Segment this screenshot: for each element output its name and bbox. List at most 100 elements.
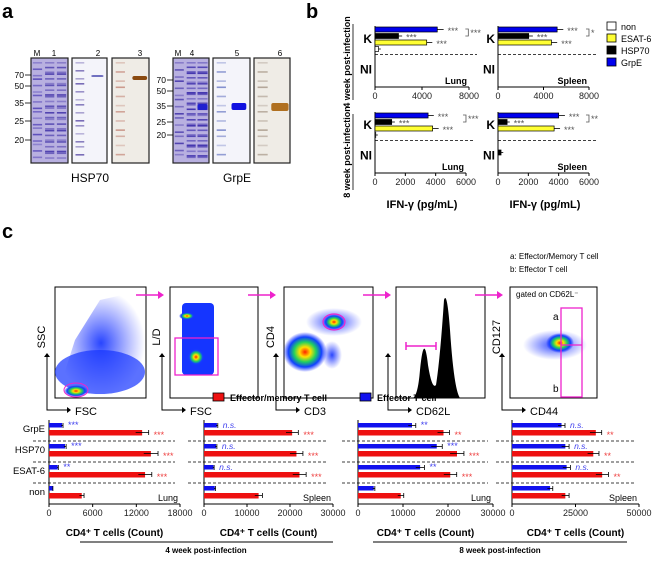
- significance-label: ***: [468, 114, 479, 124]
- significance-label: ***: [436, 39, 447, 49]
- gel-band: [186, 102, 196, 105]
- significance-label: ***: [469, 451, 480, 461]
- chart-title: Lung: [442, 162, 464, 172]
- gel-band: [174, 98, 184, 101]
- timepoint-label-4wk: 4 week post-infection: [165, 546, 246, 555]
- gel-band: [197, 93, 208, 96]
- gel-band: [257, 80, 268, 82]
- arrow-head-icon: [159, 353, 165, 357]
- gel-marker-label: 50: [15, 81, 25, 91]
- gel-band: [115, 135, 125, 138]
- gel-band: [186, 146, 196, 148]
- bar-effector: [204, 486, 215, 491]
- x-tick-label: 0: [495, 177, 500, 187]
- gel-band: [56, 89, 67, 91]
- gel-band: [45, 62, 55, 64]
- gel-lane-label: M: [175, 49, 182, 58]
- bar-effector-memory: [358, 430, 444, 436]
- bar-effector: [204, 423, 217, 428]
- arrow-head-icon: [273, 353, 279, 357]
- gel-band: [75, 78, 85, 80]
- x-tick-label: 4000: [549, 177, 569, 187]
- significance-label: ***: [311, 472, 322, 482]
- gel-band: [56, 66, 67, 69]
- gel-band: [186, 123, 196, 126]
- gel-band: [45, 157, 55, 159]
- gel-band: [45, 89, 55, 91]
- gel-marker-label: 25: [15, 116, 25, 126]
- flow-cloud: [322, 341, 342, 369]
- gel-main-band: [271, 103, 289, 111]
- chart-title: Spleen: [609, 493, 637, 503]
- xlabel-b2: IFN-γ (pg/mL): [510, 199, 581, 211]
- flow-xlabel: FSC: [190, 406, 212, 418]
- gel-band: [32, 117, 43, 120]
- gel-band: [75, 91, 85, 93]
- group-label: K: [363, 118, 372, 132]
- gel-band: [45, 134, 55, 137]
- gel-band: [197, 92, 208, 94]
- chart-c4: 0 25000 50000 Spleen n.s. ** n.s. ** n.s. ** CD4⁺ …: [496, 420, 652, 539]
- bar-effector: [358, 465, 421, 470]
- gel-lane-6: [253, 57, 291, 164]
- gel-band: [115, 120, 125, 122]
- gel-band: [32, 84, 43, 87]
- chart-title: Spleen: [303, 493, 331, 503]
- gel-band: [115, 111, 125, 113]
- gel-band: [197, 113, 208, 115]
- chart-title: Spleen: [557, 76, 587, 86]
- significance-label: ***: [303, 430, 314, 440]
- histogram: [413, 298, 460, 398]
- gate-live: [174, 337, 219, 376]
- gel-band: [216, 104, 226, 107]
- x-tick-label: 50000: [626, 508, 651, 518]
- gel-band: [56, 82, 67, 85]
- category-label: HSP70: [15, 445, 45, 456]
- gel-band: [45, 95, 55, 98]
- bar-effector: [358, 423, 412, 428]
- group-label: K: [486, 118, 495, 132]
- bar-effector-memory: [204, 451, 297, 457]
- gel-band: [186, 144, 196, 147]
- significance-label: ***: [470, 28, 481, 38]
- gel-band: [75, 154, 85, 156]
- group-label: K: [363, 32, 372, 46]
- bar-effector-memory: [512, 493, 566, 499]
- gel-band: [115, 95, 125, 98]
- legend-swatch-non: [606, 21, 617, 31]
- gel-band: [56, 100, 67, 103]
- significance-label: ***: [462, 472, 473, 482]
- x-axis-label: CD4⁺ T cells (Count): [66, 528, 164, 539]
- x-tick-label: 4000: [412, 91, 432, 101]
- gel-band: [174, 113, 184, 115]
- x-tick-label: 8000: [459, 91, 479, 101]
- gel-band: [32, 143, 43, 146]
- gel-band: [197, 72, 208, 75]
- significance-label: ***: [537, 33, 548, 43]
- significance-label: ***: [443, 125, 454, 135]
- gel-band: [174, 80, 184, 82]
- gel-marker-label: 70: [157, 75, 167, 85]
- gel-band: [174, 117, 184, 119]
- gel-band: [45, 66, 55, 69]
- bar-hsp70: [374, 119, 393, 125]
- category-label: GrpE: [23, 424, 45, 435]
- gel-band: [75, 120, 85, 122]
- gel-band: [56, 95, 67, 98]
- x-tick-label: 10000: [390, 508, 415, 518]
- gel-band: [216, 135, 226, 138]
- gel-box: [212, 57, 251, 164]
- gel-marker-label: 20: [157, 130, 167, 140]
- panel-label-b: b: [306, 1, 318, 23]
- gel-band: [197, 81, 208, 84]
- gel-lane-label: 5: [235, 49, 240, 58]
- gel-band: [32, 156, 43, 159]
- x-tick-label: 0: [495, 91, 500, 101]
- row-label-8wk-text: 8 week post-infection: [342, 106, 352, 198]
- gate-key-b: b: Effector T cell: [510, 265, 568, 274]
- x-tick-label: 0: [355, 508, 360, 518]
- gel-main-band: [197, 104, 208, 110]
- significance-label: ***: [569, 112, 580, 122]
- gel-band: [45, 128, 55, 130]
